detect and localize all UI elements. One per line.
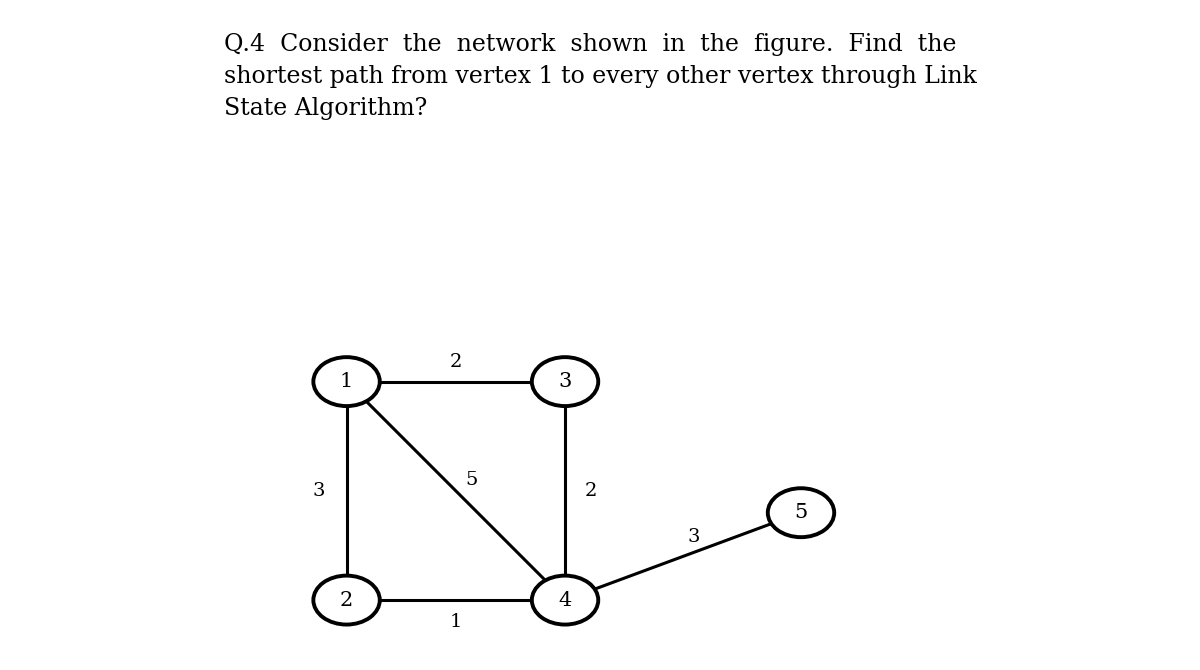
Text: 3: 3 xyxy=(558,372,571,391)
Text: 2: 2 xyxy=(450,353,462,371)
Text: 1: 1 xyxy=(340,372,353,391)
Text: 2: 2 xyxy=(340,590,353,610)
Text: 4: 4 xyxy=(558,590,571,610)
Text: 1: 1 xyxy=(450,613,462,631)
Text: 5: 5 xyxy=(466,472,478,489)
Ellipse shape xyxy=(768,488,834,537)
Text: 3: 3 xyxy=(688,528,700,546)
Ellipse shape xyxy=(532,357,599,406)
Text: 3: 3 xyxy=(312,482,325,500)
Ellipse shape xyxy=(532,576,599,624)
Text: 2: 2 xyxy=(586,482,598,500)
Text: 5: 5 xyxy=(794,503,808,522)
Text: Q.4  Consider  the  network  shown  in  the  figure.  Find  the
shortest path fr: Q.4 Consider the network shown in the fi… xyxy=(223,34,977,121)
Ellipse shape xyxy=(313,357,379,406)
Ellipse shape xyxy=(313,576,379,624)
